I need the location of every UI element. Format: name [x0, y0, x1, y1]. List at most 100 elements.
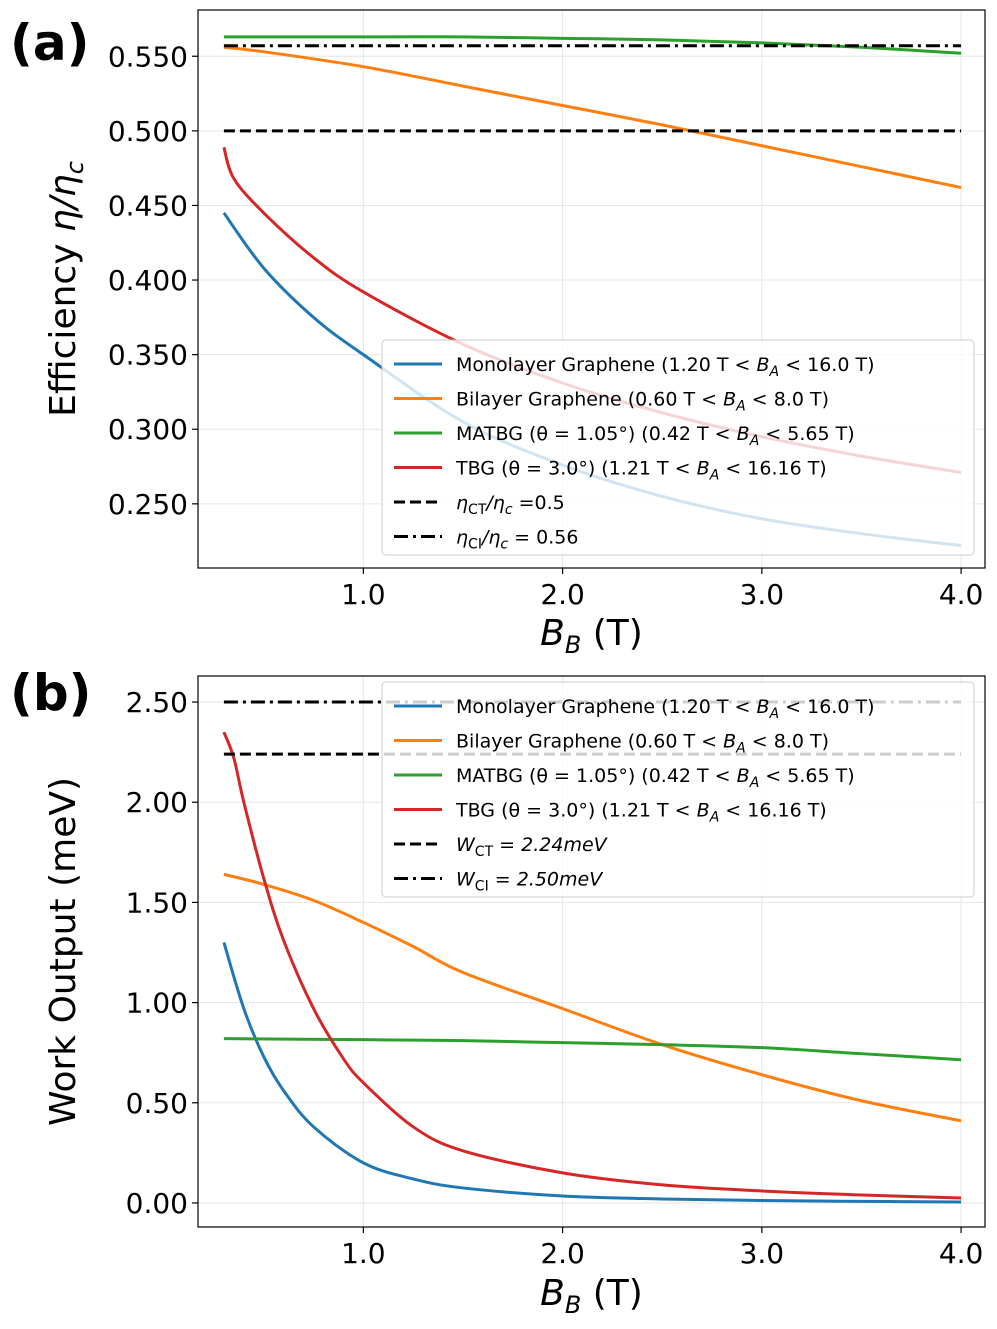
x-tick-label: 1.0 — [341, 578, 386, 611]
legend-post: meV — [563, 834, 608, 856]
legend-subscript: A — [769, 364, 780, 380]
y-tick-label: 0.500 — [108, 115, 188, 148]
y-tick-label: 0.350 — [108, 339, 188, 372]
y-label-text: Efficiency — [43, 232, 84, 417]
legend-post: < 8.0 T) — [746, 389, 829, 411]
legend-entry-5: WCI = 2.50meV — [456, 869, 604, 895]
y-tick-label: 1.50 — [126, 886, 188, 919]
legend-post: meV — [559, 869, 604, 891]
legend-post: = 0.56 — [508, 527, 578, 549]
y-tick-label: 0.300 — [108, 413, 188, 446]
legend-subscript: A — [749, 775, 760, 791]
legend-symbol: B — [757, 354, 770, 376]
legend-symbol: W — [456, 869, 476, 891]
panel-label: (a) — [10, 14, 89, 72]
legend-subscript: A — [709, 468, 720, 484]
legend: Monolayer Graphene (1.20 T < BA < 16.0 T… — [381, 339, 975, 556]
legend-subscript: CI — [468, 537, 482, 553]
plot-frame — [197, 675, 986, 1228]
series-line-monolayer-graphene — [222, 942, 962, 1204]
legend-symbol: B — [697, 800, 710, 822]
legend-entry-4: ηCT/ηc =0.5 — [456, 492, 565, 518]
series-line-matbg — [223, 1037, 962, 1062]
legend-symbol: B — [737, 765, 750, 787]
legend-mid: = 2.24 — [493, 834, 563, 856]
legend-symbol: B — [723, 731, 736, 753]
x-tick-label: 2.0 — [540, 578, 585, 611]
y-tick-label: 0.550 — [108, 40, 188, 73]
legend-subscript: c — [500, 537, 508, 553]
legend-entry-0: Monolayer Graphene (1.20 T < BA < 16.0 T… — [456, 696, 875, 722]
y-label-symbol: η/η — [43, 174, 84, 232]
y-label-subscript: c — [61, 161, 89, 174]
legend-entry-5: ηCI/ηc = 0.56 — [456, 527, 578, 553]
legend-pre: MATBG (θ = 1.05°) (0.42 T < — [456, 423, 737, 445]
legend-entry-4: WCT = 2.24meV — [456, 834, 609, 860]
legend-entry-2: MATBG (θ = 1.05°) (0.42 T < BA < 5.65 T) — [456, 765, 855, 791]
x-tick-label: 1.0 — [341, 1237, 386, 1270]
legend-box — [381, 339, 975, 556]
legend-subscript: A — [769, 706, 780, 722]
legend-post: < 16.0 T) — [779, 354, 874, 376]
legend-post: < 5.65 T) — [759, 423, 854, 445]
legend-entry-3: TBG (θ = 3.0°) (1.21 T < BA < 16.16 T) — [455, 458, 827, 484]
series-line-bilayer-graphene — [223, 872, 962, 1123]
x-label-unit: (T) — [581, 613, 643, 654]
legend-pre: Bilayer Graphene (0.60 T < — [456, 731, 723, 753]
legend-subscript: CT — [468, 502, 487, 518]
legend-symbol: B — [723, 389, 736, 411]
legend-post: < 5.65 T) — [759, 765, 854, 787]
legend-subscript: CI — [475, 879, 489, 895]
x-axis-label: BB (T) — [540, 613, 643, 659]
legend-symbol: B — [737, 423, 750, 445]
legend-entry-1: Bilayer Graphene (0.60 T < BA < 8.0 T) — [456, 389, 829, 415]
series-line-tbg — [222, 731, 962, 1200]
y-tick-label: 0.250 — [108, 488, 188, 521]
legend-entry-1: Bilayer Graphene (0.60 T < BA < 8.0 T) — [456, 731, 829, 757]
legend-pre: Monolayer Graphene (1.20 T < — [456, 354, 757, 376]
x-axis-label: BB (T) — [540, 1273, 643, 1319]
legend-post: < 16.16 T) — [719, 800, 826, 822]
x-tick-label: 3.0 — [740, 578, 785, 611]
legend-symbol: η — [456, 492, 468, 514]
legend-box — [381, 681, 975, 898]
legend-symbol: B — [697, 458, 710, 480]
legend: Monolayer Graphene (1.20 T < BA < 16.0 T… — [381, 681, 975, 898]
panel-label: (b) — [10, 664, 92, 722]
y-tick-label: 0.50 — [126, 1087, 188, 1120]
legend-subscript: CT — [475, 844, 494, 860]
series-line-bilayer-graphene — [223, 45, 962, 190]
legend-post: < 16.16 T) — [719, 458, 826, 480]
legend-pre: MATBG (θ = 1.05°) (0.42 T < — [456, 765, 737, 787]
x-label-symbol: B — [540, 613, 565, 654]
legend-subscript: A — [749, 433, 760, 449]
legend-symbol: η — [456, 527, 468, 549]
legend-entry-3: TBG (θ = 3.0°) (1.21 T < BA < 16.16 T) — [455, 800, 827, 826]
x-label-unit: (T) — [581, 1273, 643, 1314]
y-tick-label: 2.00 — [126, 786, 188, 819]
x-label-subscript: B — [565, 1291, 581, 1319]
legend-subscript: A — [735, 399, 746, 415]
x-label-subscript: B — [565, 631, 581, 659]
y-tick-label: 0.00 — [126, 1187, 188, 1220]
y-tick-label: 1.00 — [126, 987, 188, 1020]
legend-subscript: A — [735, 741, 746, 757]
legend-pre: TBG (θ = 3.0°) (1.21 T < — [455, 458, 697, 480]
legend-subscript: c — [505, 502, 513, 518]
legend-pre: TBG (θ = 3.0°) (1.21 T < — [455, 800, 697, 822]
legend-symbol: W — [456, 834, 476, 856]
x-tick-label: 2.0 — [540, 1237, 585, 1270]
x-label-symbol: B — [540, 1273, 565, 1314]
legend-entry-0: Monolayer Graphene (1.20 T < BA < 16.0 T… — [456, 354, 875, 380]
legend-symbol: B — [757, 696, 770, 718]
chart-panel-a: 1.0 2.0 3.0 4.0 0.250 0.300 0.350 0.400 0.450 0.5… — [10, 9, 986, 659]
y-axis-label: Efficiency η/ηc — [43, 161, 89, 417]
legend-mid: /η — [484, 492, 504, 514]
plot-frame — [197, 9, 986, 569]
legend-pre: Bilayer Graphene (0.60 T < — [456, 389, 723, 411]
legend-mid: /η — [480, 527, 500, 549]
legend-post: =0.5 — [513, 492, 565, 514]
x-tick-label: 4.0 — [939, 578, 984, 611]
